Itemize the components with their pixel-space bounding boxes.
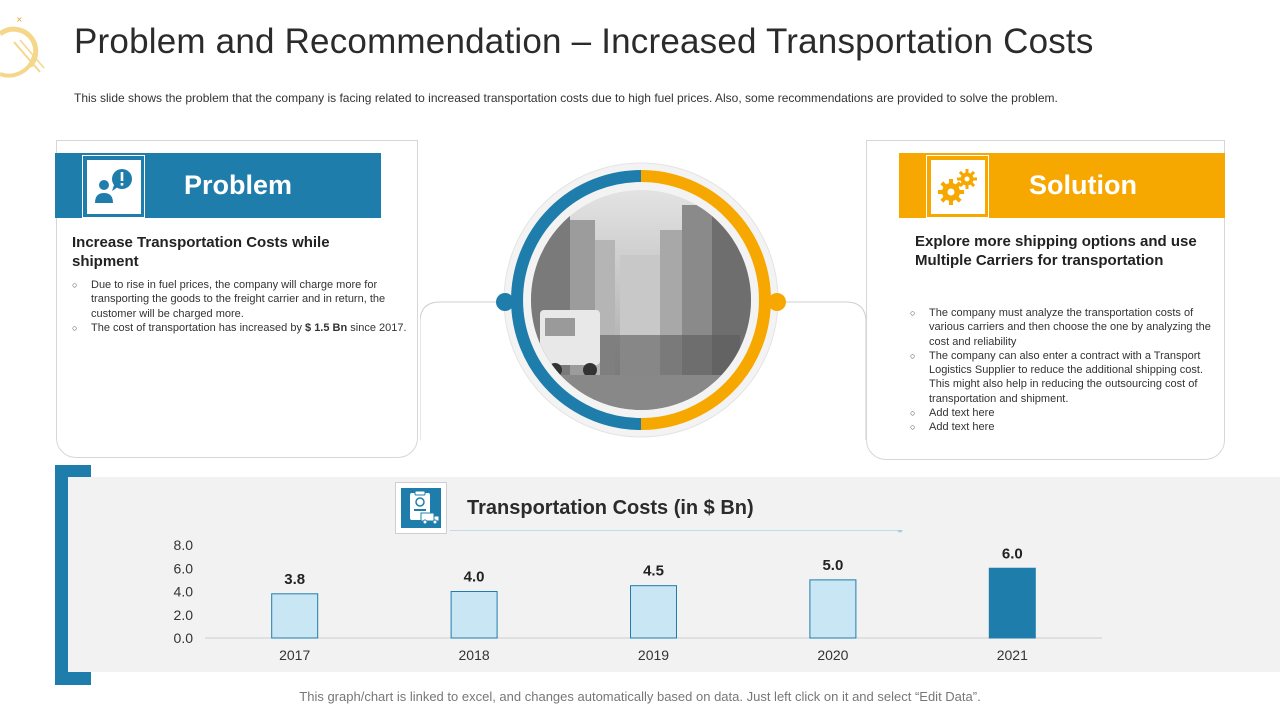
- bar-2020: [809, 579, 857, 639]
- x-tick-label: 2018: [459, 647, 490, 663]
- problem-bullet: Due to rise in fuel prices, the company …: [72, 278, 412, 321]
- solution-bullet-list: The company must analyze the transportat…: [910, 306, 1212, 435]
- data-label: 6.0: [1002, 545, 1023, 562]
- y-tick-label: 4.0: [174, 584, 194, 600]
- solution-header-label: Solution: [1029, 170, 1137, 200]
- chart-footnote: This graph/chart is linked to excel, and…: [299, 689, 981, 704]
- y-axis: 0.0 2.0 4.0 6.0 8.0: [174, 537, 194, 646]
- x-tick-label: 2020: [817, 647, 848, 663]
- y-tick-label: 0.0: [174, 630, 194, 646]
- clipboard-truck-icon: [401, 488, 441, 528]
- problem-heading: Increase Transportation Costs while ship…: [72, 234, 330, 270]
- chart-title-underline-dot: [897, 530, 903, 533]
- center-city-image: [420, 162, 866, 440]
- solution-bullet: Add text here: [910, 420, 1212, 435]
- solution-bullet: The company can also enter a contract wi…: [910, 349, 1212, 406]
- solution-bullet: The company must analyze the transportat…: [910, 306, 1212, 349]
- solution-icon-box: [926, 155, 989, 218]
- page-subtitle: This slide shows the problem that the co…: [74, 91, 1058, 105]
- chart-icon-box: [395, 482, 447, 534]
- problem-bullet-list: Due to rise in fuel prices, the company …: [72, 278, 412, 335]
- data-label: 4.0: [464, 569, 485, 586]
- bar-2017: [271, 593, 319, 639]
- svg-text:×: ×: [16, 15, 23, 24]
- cost-increase-value: $ 1.5 Bn: [305, 321, 348, 334]
- problem-card: [56, 140, 418, 458]
- page-title: Problem and Recommendation – Increased T…: [74, 22, 1094, 61]
- solution-card: [866, 140, 1225, 460]
- data-label: 3.8: [284, 571, 305, 588]
- x-tick-label: 2019: [638, 647, 669, 663]
- y-tick-label: 6.0: [174, 560, 194, 576]
- x-tick-label: 2021: [997, 647, 1028, 663]
- person-speech-alert-icon: [94, 168, 132, 203]
- x-axis: 2017 2018 2019 2020 2021: [279, 647, 1028, 663]
- data-label: 5.0: [822, 557, 843, 574]
- bar-2021: [988, 567, 1036, 639]
- chart-title: Transportation Costs (in $ Bn): [467, 497, 754, 519]
- bar-2018: [450, 591, 498, 639]
- solution-heading: Explore more shipping options and use Mu…: [915, 233, 1197, 269]
- data-label: 4.5: [643, 563, 664, 580]
- gears-icon: [937, 168, 977, 205]
- problem-icon-box: [82, 155, 145, 218]
- brand-logo-icon: ×: [0, 15, 45, 78]
- bars-group: 3.8 4.0 4.5 5.0 6.0: [271, 545, 1036, 639]
- bar-2019: [630, 585, 677, 639]
- y-tick-label: 2.0: [174, 607, 194, 623]
- problem-bullet: The cost of transportation has increased…: [72, 321, 412, 336]
- chart-background: [68, 477, 1280, 672]
- bar-chart: 0.0 2.0 4.0 6.0 8.0 3.8 4.0 4.5 5.0 6.0 2017 2018…: [174, 530, 1102, 663]
- problem-header-label: Problem: [184, 170, 293, 200]
- x-tick-label: 2017: [279, 647, 310, 663]
- y-tick-label: 8.0: [174, 537, 194, 553]
- solution-bullet: Add text here: [910, 406, 1212, 421]
